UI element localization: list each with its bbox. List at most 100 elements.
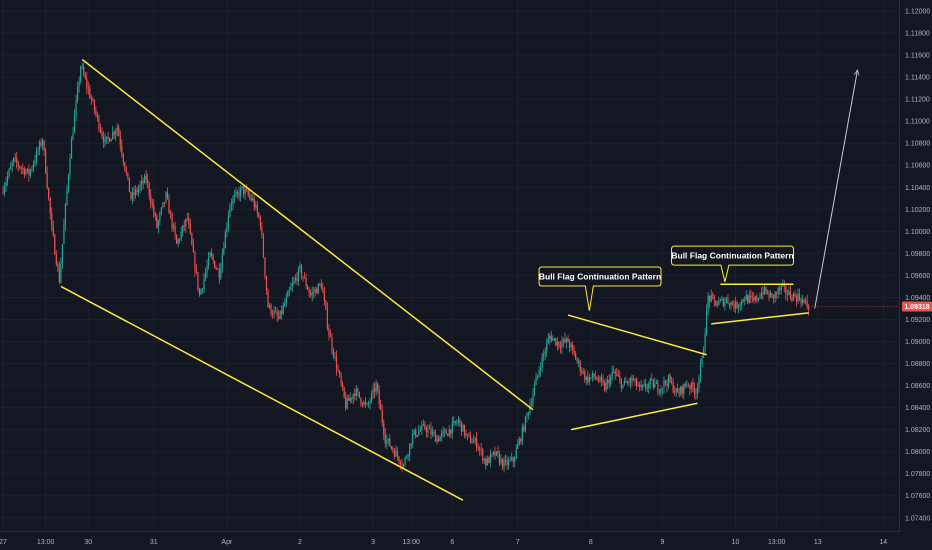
callout-flag2: Bull Flag Continuation Pattern	[671, 245, 795, 283]
candle-body	[751, 296, 753, 298]
candle-body	[529, 405, 531, 414]
x-tick-label: 3	[371, 539, 375, 546]
candle-body	[773, 294, 775, 299]
candle-body	[795, 296, 798, 302]
callout-box	[538, 266, 662, 311]
candle-body	[474, 438, 476, 441]
candle-body	[83, 67, 85, 75]
candle-body	[433, 431, 435, 434]
candle-body	[29, 169, 32, 176]
candle-body	[90, 97, 92, 100]
candle-body	[52, 225, 54, 236]
candle-body	[361, 403, 364, 406]
candle-body	[247, 190, 249, 196]
candle-body	[419, 430, 421, 432]
candle-body	[777, 288, 779, 294]
candle-body	[591, 373, 594, 378]
candle-body	[337, 369, 339, 372]
candle-body	[220, 267, 222, 279]
candle-body	[567, 338, 569, 343]
candle-body	[724, 301, 726, 306]
candle-body	[660, 388, 662, 393]
candle-body	[252, 198, 254, 201]
candle-body	[459, 419, 461, 422]
candle-body	[291, 283, 293, 287]
candle-body	[166, 192, 169, 199]
candle-body	[718, 301, 720, 306]
candle-body	[374, 388, 376, 392]
candle-body	[11, 162, 13, 167]
candle-body	[626, 382, 629, 384]
y-tick-label: 1.11200	[905, 97, 930, 104]
y-tick-label: 1.09800	[905, 251, 930, 258]
candle-body	[556, 341, 558, 346]
callout-flag1: Bull Flag Continuation Pattern	[538, 266, 662, 311]
candle-body	[757, 298, 760, 301]
candle-body	[733, 304, 735, 309]
candle-body	[209, 252, 211, 257]
candle-body	[345, 397, 347, 409]
candle-body	[437, 438, 440, 441]
candle-body	[645, 384, 647, 389]
candle-body	[87, 87, 89, 89]
candle-body	[713, 296, 715, 301]
candle-body	[26, 168, 28, 172]
candle-body	[631, 377, 633, 381]
flag2-bottom-line	[711, 312, 809, 325]
candle-body	[625, 381, 627, 383]
candle-body	[302, 276, 304, 278]
candle-body	[22, 168, 24, 169]
y-axis-ticks: 1.12000 1.11800 1.11600 1.11400 1.11200 1.110…	[905, 9, 930, 523]
candle-body	[2, 191, 4, 193]
candle-body	[98, 116, 100, 129]
candle-body	[180, 231, 182, 240]
candle-body	[124, 162, 126, 170]
candle-body	[296, 277, 298, 281]
candle-body	[801, 299, 804, 304]
candle-body	[405, 456, 408, 458]
candle-body	[41, 140, 44, 146]
candle-body	[75, 100, 77, 115]
candle-body	[249, 195, 251, 197]
candle-body	[160, 207, 162, 214]
candle-body	[570, 344, 572, 348]
candle-body	[255, 204, 257, 208]
candle-body	[511, 457, 513, 460]
candle-body	[43, 140, 45, 151]
candle-body	[325, 300, 327, 309]
candle-body	[613, 371, 615, 373]
candle-body	[517, 444, 519, 449]
x-tick-label: Apr	[221, 539, 233, 546]
y-tick-label: 1.12000	[905, 9, 930, 16]
candle-body	[628, 382, 630, 384]
axes	[0, 0, 900, 532]
candle-body	[698, 376, 700, 388]
candle-body	[241, 186, 243, 189]
candle-body	[581, 370, 583, 373]
candle-body	[45, 150, 47, 174]
candle-body	[648, 383, 650, 388]
candle-body	[322, 287, 324, 293]
candle-body	[524, 416, 526, 431]
candle-body	[672, 381, 674, 392]
candle-body	[323, 292, 325, 301]
candle-body	[652, 379, 654, 388]
candle-body	[555, 338, 557, 346]
candle-body	[558, 341, 560, 347]
candle-body	[110, 138, 112, 142]
y-tick-label: 1.08800	[905, 361, 930, 368]
candle-body	[69, 158, 71, 175]
candle-body	[396, 450, 399, 457]
candle-body	[262, 235, 265, 258]
candle-body	[762, 292, 764, 295]
candle-body	[185, 218, 187, 227]
candle-body	[692, 382, 694, 388]
candle-body	[40, 142, 42, 146]
candle-body	[233, 195, 236, 199]
candle-body	[163, 202, 166, 204]
candle-body	[57, 264, 59, 268]
candle-body	[381, 410, 383, 423]
candle-body	[788, 290, 790, 295]
candle-body	[80, 67, 82, 82]
